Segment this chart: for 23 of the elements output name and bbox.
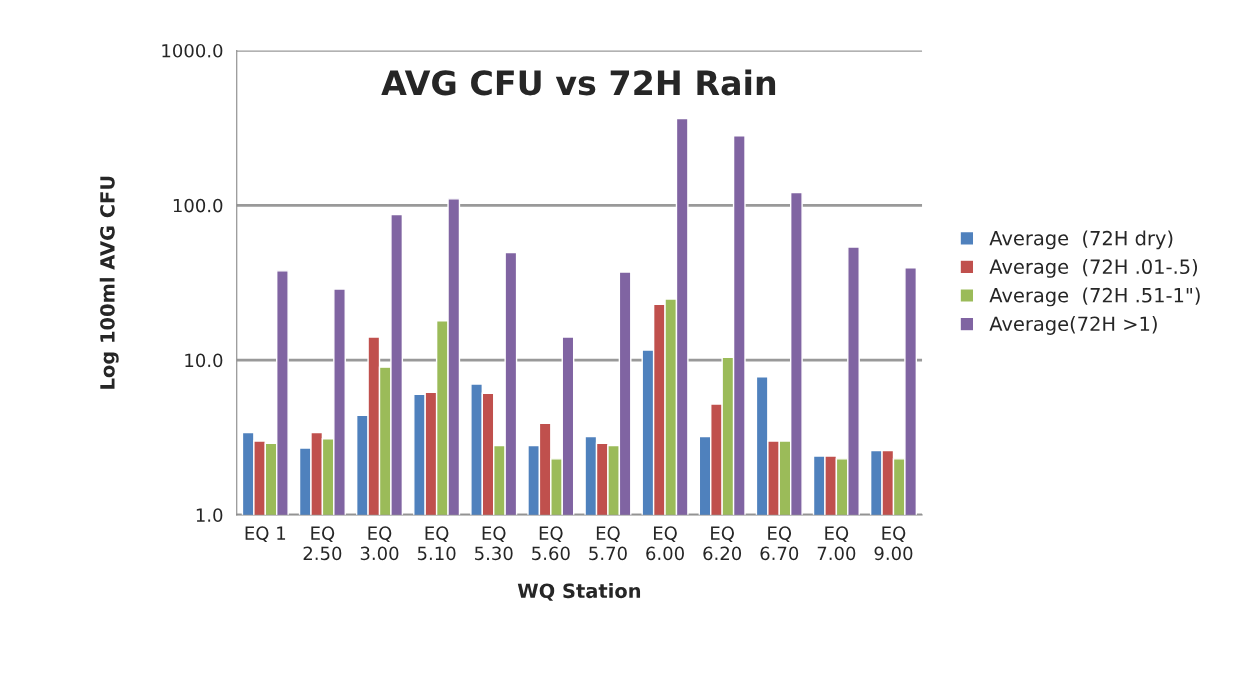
legend-label: Average (72H .01-.5) [989,259,1198,278]
chart-title: AVG CFU vs 72H Rain [381,69,776,96]
x-tick-label: EQ 7.00 [817,526,856,561]
x-tick-label: EQ 6.20 [703,526,742,561]
x-tick-label: EQ 1 [245,526,286,542]
y-tick-label: 10.0 [185,353,223,368]
y-axis-title: Log 100ml AVG CFU [99,176,119,389]
x-tick-label: EQ 5.10 [417,526,456,561]
x-tick-label: EQ 3.00 [360,526,399,561]
x-tick-label: EQ 2.50 [303,526,342,561]
y-tick-label: 1000.0 [162,43,223,58]
x-tick-label: EQ 6.00 [646,526,684,561]
x-tick-label: EQ 9.00 [874,526,913,561]
x-tick-label: EQ 5.30 [475,526,513,561]
x-axis-title: WQ Station [517,583,641,601]
legend-label: Average(72H >1) [989,316,1157,335]
x-tick-label: EQ 6.70 [760,526,799,561]
legend-label: Average (72H .51-1") [989,287,1200,307]
y-tick-label: 1.0 [196,508,223,522]
legend-label: Average (72H dry) [989,230,1173,250]
x-tick-label: EQ 5.70 [589,526,627,561]
x-tick-label: EQ 5.60 [532,526,570,561]
y-tick-label: 100.0 [173,198,223,213]
